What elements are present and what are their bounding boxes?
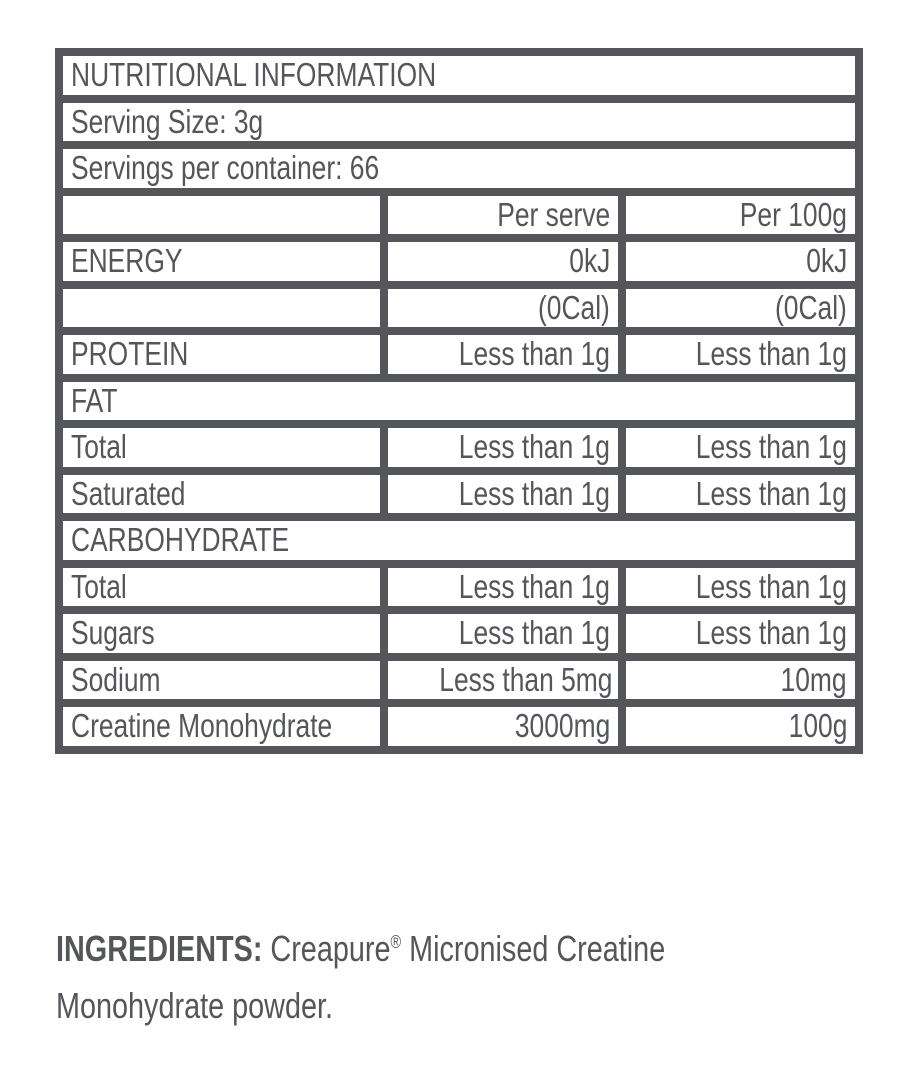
row-label: Sugars: [59, 610, 384, 657]
row-per-100g-value: 10mg: [622, 656, 860, 703]
ingredients-line-2: Monohydrate powder.: [56, 985, 333, 1026]
table-row-energy: ENERGY 0kJ 0kJ: [59, 238, 860, 285]
section-header: FAT: [59, 377, 860, 424]
row-per-100g-value: Less than 1g: [622, 424, 860, 471]
row-per-serve-value: Less than 1g: [384, 470, 622, 517]
row-label: [59, 284, 384, 331]
column-header-row: Per serve Per 100g: [59, 191, 860, 238]
row-per-100g-value: Less than 1g: [622, 470, 860, 517]
row-per-serve-value: Less than 1g: [384, 563, 622, 610]
row-per-serve-value: Less than 1g: [384, 610, 622, 657]
title-row: NUTRITIONAL INFORMATION: [59, 52, 860, 99]
column-header-empty: [59, 191, 384, 238]
table-row-energy-cal: (0Cal) (0Cal): [59, 284, 860, 331]
section-row-fat: FAT: [59, 377, 860, 424]
section-header: CARBOHYDRATE: [59, 517, 860, 564]
servings-per-container-row: Servings per container: 66: [59, 145, 860, 192]
row-per-100g-value: 0kJ: [622, 238, 860, 285]
row-per-serve-value: Less than 1g: [384, 424, 622, 471]
table-row-fat-saturated: Saturated Less than 1g Less than 1g: [59, 470, 860, 517]
servings-per-container: Servings per container: 66: [59, 145, 860, 192]
registered-trademark-icon: ®: [390, 932, 402, 952]
ingredients-text: INGREDIENTS: Creapure® Micronised Creati…: [56, 920, 866, 1034]
row-per-serve-value: 0kJ: [384, 238, 622, 285]
row-label: Total: [59, 563, 384, 610]
nutrition-table: NUTRITIONAL INFORMATION Serving Size: 3g…: [55, 48, 864, 754]
table-row-sodium: Sodium Less than 5mg 10mg: [59, 656, 860, 703]
section-row-carbohydrate: CARBOHYDRATE: [59, 517, 860, 564]
table-row-fat-total: Total Less than 1g Less than 1g: [59, 424, 860, 471]
row-per-serve-value: (0Cal): [384, 284, 622, 331]
serving-size-row: Serving Size: 3g: [59, 98, 860, 145]
row-label: ENERGY: [59, 238, 384, 285]
row-per-serve-value: Less than 5mg: [384, 656, 622, 703]
ingredients-line-1: INGREDIENTS: Creapure® Micronised Creati…: [56, 928, 666, 969]
row-label: Creatine Monohydrate: [59, 703, 384, 750]
row-per-100g-value: Less than 1g: [622, 331, 860, 378]
row-label: PROTEIN: [59, 331, 384, 378]
column-header-per-100g: Per 100g: [622, 191, 860, 238]
row-per-serve-value: 3000mg: [384, 703, 622, 750]
table-row-creatine-monohydrate: Creatine Monohydrate 3000mg 100g: [59, 703, 860, 750]
table-title: NUTRITIONAL INFORMATION: [59, 52, 860, 99]
row-per-serve-value: Less than 1g: [384, 331, 622, 378]
row-label: Sodium: [59, 656, 384, 703]
table-row-protein: PROTEIN Less than 1g Less than 1g: [59, 331, 860, 378]
row-per-100g-value: (0Cal): [622, 284, 860, 331]
column-header-per-serve: Per serve: [384, 191, 622, 238]
serving-size: Serving Size: 3g: [59, 98, 860, 145]
row-per-100g-value: Less than 1g: [622, 610, 860, 657]
row-per-100g-value: 100g: [622, 703, 860, 750]
table-row-sugars: Sugars Less than 1g Less than 1g: [59, 610, 860, 657]
table-row-carb-total: Total Less than 1g Less than 1g: [59, 563, 860, 610]
row-label: Saturated: [59, 470, 384, 517]
row-label: Total: [59, 424, 384, 471]
row-per-100g-value: Less than 1g: [622, 563, 860, 610]
ingredients-label: INGREDIENTS:: [56, 928, 263, 969]
